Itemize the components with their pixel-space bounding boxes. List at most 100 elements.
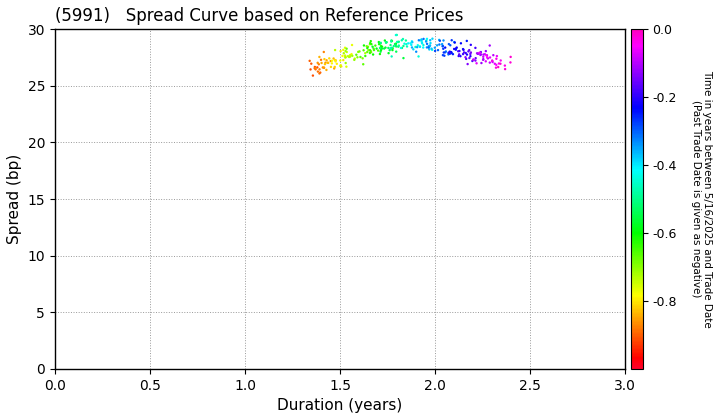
Point (319, 56, 330, 63)
Point (374, 45, 386, 51)
Point (444, 42, 456, 49)
Point (335, 62, 346, 68)
Point (462, 51, 473, 58)
Point (390, 48, 402, 55)
Point (329, 57, 341, 63)
Point (444, 49, 456, 56)
Point (359, 50, 371, 57)
Point (489, 60, 500, 67)
Point (397, 36, 409, 42)
Point (392, 39, 403, 45)
Point (375, 48, 387, 55)
Point (343, 54, 355, 60)
Point (446, 49, 457, 56)
Point (429, 45, 441, 51)
Point (400, 41, 412, 47)
Point (361, 45, 373, 52)
Point (453, 52, 464, 59)
Point (415, 37, 426, 44)
Point (495, 60, 506, 67)
Point (457, 51, 469, 58)
Point (364, 41, 376, 47)
Point (438, 37, 449, 44)
Point (400, 37, 412, 44)
Point (465, 42, 477, 48)
Point (406, 38, 418, 45)
Point (438, 52, 450, 59)
Point (384, 42, 396, 48)
Point (346, 52, 358, 59)
Point (346, 51, 357, 58)
Point (474, 49, 485, 56)
Point (421, 35, 433, 42)
Point (467, 58, 478, 64)
Point (314, 66, 325, 73)
Point (476, 60, 487, 66)
Point (341, 45, 352, 52)
Point (341, 49, 353, 55)
Point (320, 66, 332, 73)
Point (364, 40, 376, 47)
Point (444, 48, 456, 55)
Point (330, 58, 341, 65)
Point (373, 39, 384, 45)
Point (418, 36, 429, 42)
Point (443, 50, 454, 56)
Point (357, 61, 369, 68)
Point (368, 45, 379, 52)
Point (418, 44, 429, 51)
Point (505, 53, 516, 60)
Point (397, 55, 409, 61)
Point (421, 44, 433, 51)
Point (386, 45, 397, 51)
Point (366, 41, 377, 47)
Point (390, 41, 401, 47)
Point (365, 47, 377, 54)
Point (460, 55, 472, 62)
Point (326, 58, 338, 64)
Point (364, 47, 376, 53)
Point (312, 64, 323, 71)
Point (317, 64, 328, 71)
Point (491, 53, 503, 60)
Point (460, 50, 472, 56)
Point (328, 55, 339, 62)
Point (406, 44, 418, 51)
Point (325, 58, 336, 64)
Point (432, 47, 444, 53)
Point (340, 54, 351, 61)
Point (462, 61, 473, 68)
Point (362, 43, 374, 50)
Point (304, 58, 315, 64)
Point (354, 48, 365, 55)
Point (413, 37, 425, 44)
Point (461, 37, 472, 44)
Point (455, 53, 467, 60)
Point (344, 52, 356, 58)
Point (384, 47, 395, 54)
Point (375, 43, 387, 50)
Point (387, 45, 398, 52)
Point (423, 44, 434, 51)
Point (318, 65, 330, 71)
X-axis label: Duration (years): Duration (years) (277, 398, 402, 413)
Point (380, 39, 392, 46)
Y-axis label: Time in years between 5/16/2025 and Trade Date
(Past Trade Date is given as nega: Time in years between 5/16/2025 and Trad… (690, 70, 712, 328)
Point (382, 45, 394, 51)
Point (474, 50, 486, 57)
Point (413, 53, 424, 60)
Point (458, 47, 469, 53)
Point (454, 51, 465, 58)
Point (391, 32, 402, 38)
Point (414, 43, 426, 50)
Point (364, 50, 376, 56)
Point (464, 53, 476, 60)
Point (337, 52, 348, 59)
Point (436, 41, 448, 47)
Point (323, 60, 334, 66)
Point (446, 37, 457, 44)
Point (368, 47, 379, 53)
Point (420, 37, 432, 44)
Point (374, 51, 386, 58)
Point (452, 48, 464, 55)
